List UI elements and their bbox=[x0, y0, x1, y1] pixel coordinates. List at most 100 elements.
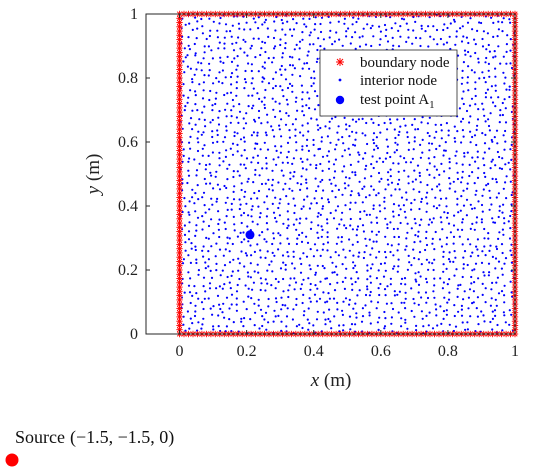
interior-node bbox=[461, 321, 464, 324]
interior-node bbox=[219, 16, 222, 20]
interior-node bbox=[492, 21, 495, 24]
interior-node bbox=[337, 138, 340, 141]
interior-node bbox=[201, 154, 204, 157]
interior-node bbox=[211, 57, 214, 60]
interior-node bbox=[214, 175, 217, 178]
interior-node bbox=[419, 275, 422, 278]
interior-node bbox=[342, 142, 345, 145]
interior-node bbox=[474, 81, 477, 84]
interior-node bbox=[334, 196, 337, 199]
interior-node bbox=[313, 77, 316, 80]
interior-node bbox=[345, 35, 348, 38]
interior-node bbox=[358, 289, 361, 292]
interior-node bbox=[306, 187, 309, 190]
interior-node bbox=[354, 264, 357, 267]
interior-node bbox=[461, 176, 464, 179]
interior-node bbox=[331, 190, 334, 193]
boundary-node-stroke bbox=[176, 224, 183, 230]
interior-node bbox=[253, 270, 256, 273]
interior-node bbox=[478, 21, 481, 24]
interior-node bbox=[442, 270, 445, 273]
interior-node bbox=[326, 135, 329, 138]
interior-node bbox=[338, 223, 341, 226]
interior-node bbox=[299, 188, 302, 191]
interior-node bbox=[301, 301, 304, 305]
interior-node bbox=[196, 216, 200, 219]
interior-node bbox=[378, 25, 381, 28]
interior-node bbox=[191, 196, 194, 199]
interior-node bbox=[309, 227, 313, 230]
interior-node bbox=[288, 129, 291, 132]
interior-node bbox=[375, 194, 378, 197]
interior-node bbox=[250, 63, 253, 66]
interior-node bbox=[344, 297, 348, 300]
interior-node bbox=[295, 303, 298, 306]
interior-node bbox=[372, 35, 375, 38]
interior-node bbox=[383, 288, 387, 291]
interior-node bbox=[350, 190, 353, 193]
interior-node bbox=[224, 108, 227, 111]
interior-node bbox=[197, 61, 200, 64]
interior-node bbox=[476, 238, 479, 241]
interior-node bbox=[243, 195, 246, 198]
interior-node bbox=[358, 180, 361, 183]
interior-node bbox=[383, 23, 387, 27]
interior-node bbox=[466, 81, 469, 84]
interior-node bbox=[280, 64, 283, 68]
interior-node bbox=[332, 217, 336, 220]
interior-node bbox=[267, 178, 270, 181]
interior-node bbox=[503, 314, 506, 317]
interior-node bbox=[341, 44, 344, 47]
interior-node bbox=[406, 222, 409, 225]
interior-node bbox=[341, 263, 344, 266]
interior-node bbox=[351, 283, 354, 286]
interior-node bbox=[256, 134, 259, 137]
interior-node bbox=[195, 258, 198, 261]
interior-node bbox=[203, 105, 206, 108]
y-axis-ticks: 00.20.40.60.81 bbox=[118, 6, 515, 343]
interior-node bbox=[446, 26, 449, 30]
interior-node bbox=[354, 138, 357, 141]
interior-node bbox=[337, 254, 340, 257]
interior-node bbox=[476, 248, 479, 251]
interior-node bbox=[442, 28, 445, 32]
interior-node bbox=[494, 267, 497, 270]
interior-node bbox=[195, 261, 198, 265]
interior-node bbox=[376, 147, 379, 150]
interior-node bbox=[368, 314, 371, 317]
interior-node bbox=[393, 151, 396, 154]
interior-node bbox=[436, 43, 439, 46]
interior-node bbox=[358, 153, 361, 156]
interior-node bbox=[434, 196, 437, 199]
interior-node bbox=[197, 198, 200, 201]
interior-node bbox=[392, 203, 396, 206]
interior-node bbox=[188, 327, 191, 330]
interior-node bbox=[215, 262, 218, 265]
interior-node bbox=[194, 210, 197, 213]
interior-node bbox=[476, 118, 480, 121]
y-tick-label: 0.2 bbox=[118, 262, 138, 279]
interior-node bbox=[203, 297, 206, 300]
interior-node bbox=[404, 283, 407, 286]
interior-node bbox=[340, 218, 343, 221]
interior-node bbox=[460, 304, 463, 307]
interior-node bbox=[235, 303, 238, 306]
interior-node bbox=[187, 238, 191, 241]
interior-node bbox=[434, 230, 437, 234]
interior-node bbox=[184, 205, 187, 208]
interior-node bbox=[341, 193, 344, 196]
interior-node bbox=[510, 313, 513, 316]
boundary-node-stroke bbox=[176, 241, 183, 248]
interior-node bbox=[245, 21, 248, 24]
interior-node bbox=[392, 254, 395, 257]
interior-node bbox=[504, 181, 507, 184]
interior-node bbox=[225, 149, 228, 152]
interior-node bbox=[218, 235, 221, 239]
interior-node bbox=[301, 38, 304, 41]
interior-node bbox=[259, 249, 262, 252]
interior-node bbox=[343, 224, 346, 227]
interior-node bbox=[274, 216, 277, 220]
interior-node bbox=[202, 220, 205, 223]
interior-node bbox=[469, 203, 472, 206]
interior-node bbox=[379, 262, 383, 265]
